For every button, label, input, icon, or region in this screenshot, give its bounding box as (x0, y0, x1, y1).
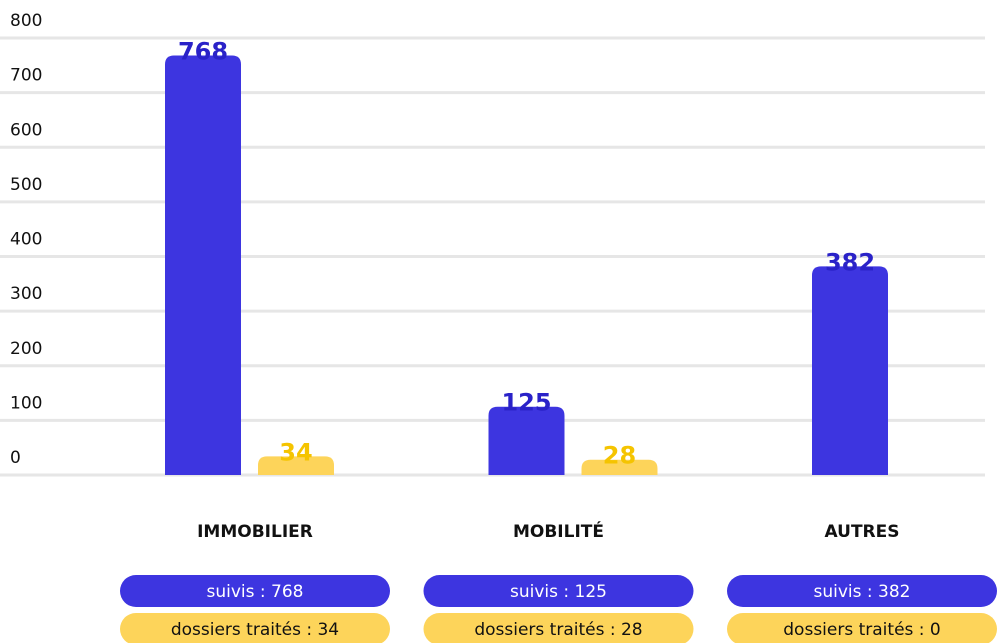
bar-value-label: 382 (825, 248, 875, 276)
bar (258, 456, 334, 475)
y-tick-label: 500 (10, 175, 42, 195)
bar-value-label: 125 (501, 389, 551, 417)
x-tick-label: MOBILITÉ (513, 520, 604, 542)
legend-pill-label: suivis : 382 (814, 582, 911, 602)
legend-pill-label: dossiers traités : 34 (171, 620, 339, 640)
y-tick-label: 600 (10, 120, 42, 140)
y-tick-label: 0 (10, 448, 21, 468)
legend-pill (423, 613, 694, 643)
legend-pill-label: dossiers traités : 28 (474, 620, 642, 640)
legend-pill (423, 575, 694, 607)
bar-value-label: 768 (178, 37, 228, 65)
y-tick-label: 700 (10, 66, 42, 86)
legend-pill (120, 613, 390, 643)
x-tick-label: IMMOBILIER (197, 522, 313, 542)
bar (488, 406, 565, 475)
y-tick-label: 200 (10, 339, 42, 359)
y-tick-label: 300 (10, 284, 42, 304)
x-tick-label: AUTRES (825, 522, 900, 542)
legend-pill (727, 613, 997, 643)
legend-pill (727, 575, 997, 607)
bar (581, 459, 658, 475)
legend-pill (120, 575, 390, 607)
bar-value-label: 28 (603, 442, 636, 470)
y-tick-label: 100 (10, 393, 42, 413)
y-tick-label: 800 (10, 11, 42, 31)
bar (165, 55, 241, 475)
y-tick-label: 400 (10, 230, 42, 250)
bar (812, 266, 888, 475)
legend-pill-label: suivis : 125 (510, 582, 607, 602)
legend-pill-label: suivis : 768 (207, 582, 304, 602)
legend-pill-label: dossiers traités : 0 (783, 620, 940, 640)
bar-value-label: 34 (279, 438, 312, 466)
